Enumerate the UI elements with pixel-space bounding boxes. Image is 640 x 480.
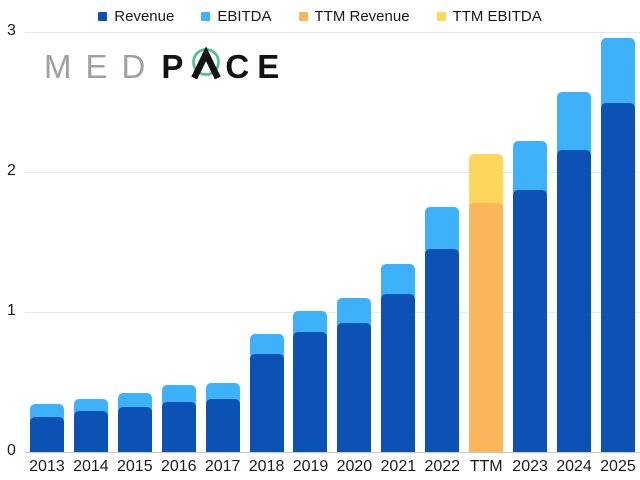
plot-area — [25, 32, 640, 453]
gridline-3 — [25, 32, 640, 33]
legend-marker-icon — [298, 11, 308, 21]
x-axis-line — [25, 452, 640, 453]
bar-2025-revenue-segment — [600, 103, 635, 452]
logo-text-ce: CE — [225, 48, 288, 85]
legend: Revenue EBITDA TTM Revenue TTM EBITDA — [0, 5, 640, 27]
bar-2024-revenue-segment — [557, 149, 592, 452]
legend-label: TTM EBITDA — [452, 7, 542, 25]
bar-slot-2020 — [332, 32, 376, 452]
bar-2021-revenue-segment — [381, 293, 416, 452]
bar-slot-2019 — [289, 32, 333, 452]
bar-slot-2018 — [245, 32, 289, 452]
bar-slot-2022 — [420, 32, 464, 452]
bar-2017 — [205, 383, 240, 452]
bar-slot-2013 — [25, 32, 69, 452]
x-tick-label-2014: 2014 — [73, 458, 109, 475]
bar-2020-revenue-segment — [337, 323, 372, 452]
bar-2015 — [117, 393, 152, 452]
bar-slot-2023 — [508, 32, 552, 452]
legend-marker-icon — [201, 11, 211, 21]
medpace-a-icon — [191, 46, 222, 80]
legend-item-ttm-ebitda: TTM EBITDA — [436, 7, 542, 25]
x-tick-label-2013: 2013 — [29, 458, 65, 475]
bar-2018 — [249, 334, 284, 452]
bar-2018-revenue-segment — [249, 354, 284, 452]
logo-text-p: P — [161, 48, 188, 85]
legend-label: TTM Revenue — [314, 7, 410, 25]
bar-2019 — [293, 310, 328, 452]
logo-text-med: MED — [44, 48, 160, 85]
x-tick-label-2023: 2023 — [512, 458, 548, 475]
bar-2025 — [600, 37, 635, 452]
gridline-2 — [25, 172, 640, 173]
bar-2013-revenue-segment — [29, 417, 64, 452]
bar-slot-2017 — [201, 32, 245, 452]
bar-2024 — [557, 92, 592, 452]
legend-label: Revenue — [114, 7, 175, 25]
bar-2016-revenue-segment — [161, 401, 196, 452]
bar-2022-revenue-segment — [425, 249, 460, 452]
bar-slot-2025 — [596, 32, 640, 452]
y-tick-label-0: 0 — [7, 442, 16, 459]
y-tick-label-1: 1 — [7, 302, 16, 319]
bar-2021 — [381, 264, 416, 452]
x-tick-label-2017: 2017 — [204, 458, 241, 475]
bar-2017-revenue-segment — [205, 398, 240, 452]
bar-slot-2014 — [69, 32, 113, 452]
bars-layer — [25, 32, 640, 452]
y-tick-label-3: 3 — [7, 22, 16, 39]
x-tick-label-TTM: TTM — [469, 458, 503, 475]
bar-2019-revenue-segment — [293, 331, 328, 452]
bar-2023 — [513, 141, 548, 452]
bar-slot-2016 — [157, 32, 201, 452]
bar-slot-2015 — [113, 32, 157, 452]
x-tick-label-2018: 2018 — [248, 458, 285, 475]
x-tick-label-2022: 2022 — [424, 458, 461, 475]
legend-item-ebitda: EBITDA — [201, 7, 272, 25]
bar-2015-revenue-segment — [117, 407, 152, 452]
x-tick-label-2016: 2016 — [160, 458, 197, 475]
bar-TTM — [469, 153, 504, 452]
bar-slot-TTM — [464, 32, 508, 452]
bar-2016 — [161, 384, 196, 452]
bar-slot-2021 — [376, 32, 420, 452]
bar-2014-revenue-segment — [73, 411, 108, 452]
x-tick-label-2024: 2024 — [556, 458, 592, 475]
x-tick-label-2025: 2025 — [600, 458, 636, 475]
y-tick-label-2: 2 — [7, 162, 16, 179]
x-tick-label-2015: 2015 — [117, 458, 153, 475]
bar-TTM-revenue-segment — [469, 202, 504, 452]
legend-item-revenue: Revenue — [98, 8, 174, 25]
bar-2023-revenue-segment — [513, 190, 548, 452]
x-tick-label-2020: 2020 — [336, 458, 373, 475]
bar-2020 — [337, 298, 372, 452]
gridline-1 — [25, 312, 640, 313]
x-tick-label-2021: 2021 — [380, 458, 417, 475]
medpace-logo: MED P CE — [44, 46, 288, 85]
bar-2022 — [425, 207, 460, 452]
x-axis-labels: 2013 2014 2015 2016 2017 2018 2019 2020 2021 2022… — [25, 458, 640, 476]
bar-slot-2024 — [552, 32, 596, 452]
legend-item-ttm-revenue: TTM Revenue — [298, 7, 410, 25]
legend-marker-icon — [436, 11, 446, 21]
bar-2013 — [29, 404, 64, 452]
x-tick-label-2019: 2019 — [292, 458, 329, 475]
legend-marker-icon — [98, 11, 108, 21]
bar-2014 — [73, 398, 108, 452]
legend-label: EBITDA — [217, 7, 272, 25]
